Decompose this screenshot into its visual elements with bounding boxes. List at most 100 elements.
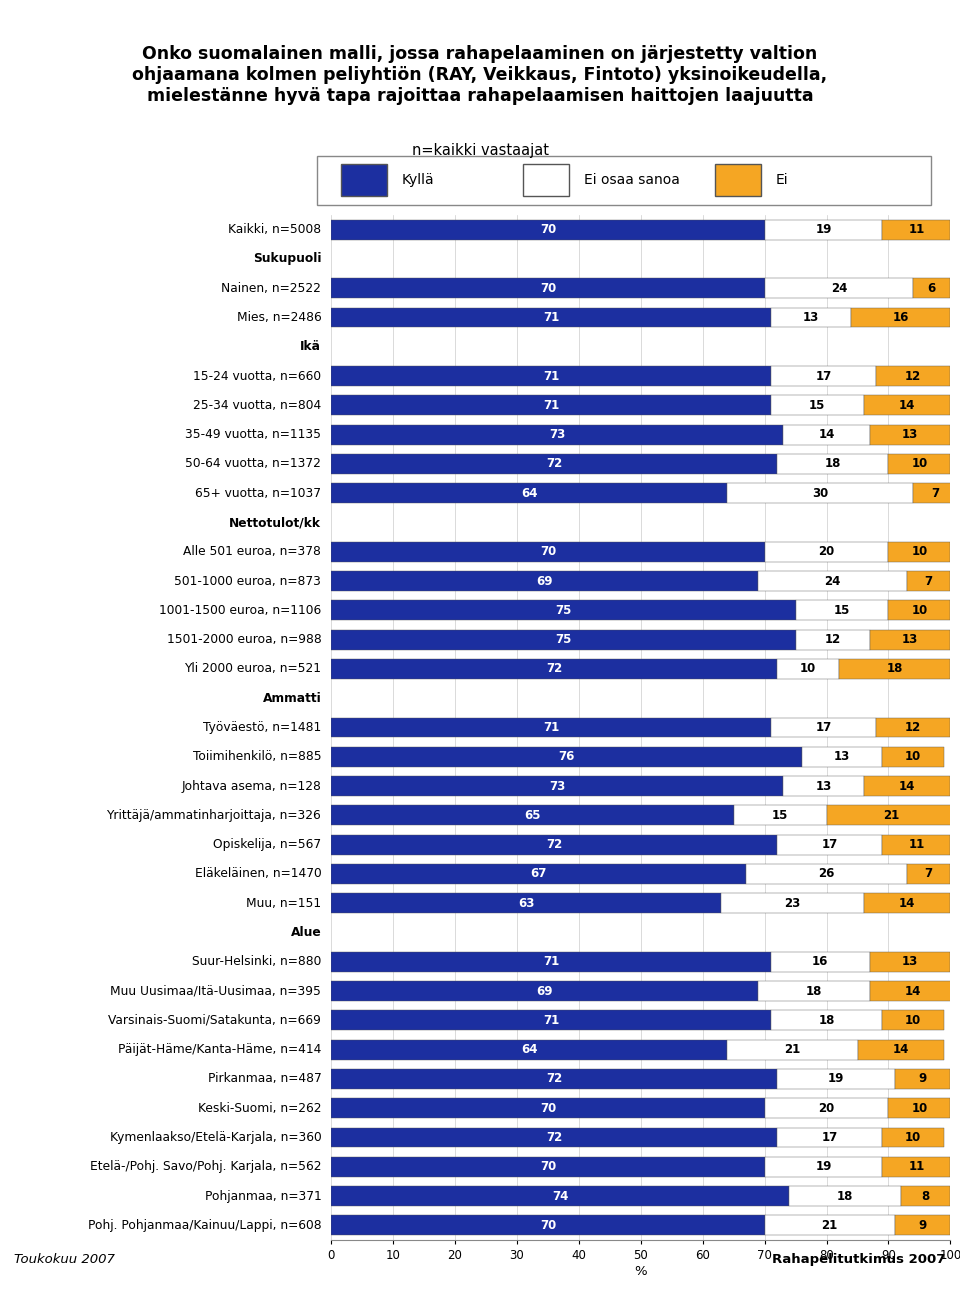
Text: Ei: Ei xyxy=(776,174,788,186)
Text: Knowledge for Welfare: Knowledge for Welfare xyxy=(14,13,204,27)
Text: 72: 72 xyxy=(546,1131,563,1143)
Bar xyxy=(331,425,783,444)
Text: 64: 64 xyxy=(521,487,538,500)
Text: Opiskelija, n=567: Opiskelija, n=567 xyxy=(213,838,322,851)
Bar xyxy=(331,1128,777,1147)
Bar xyxy=(331,894,721,913)
Text: Ikä: Ikä xyxy=(300,341,322,354)
Text: Muu Uusimaa/Itä-Uusimaa, n=395: Muu Uusimaa/Itä-Uusimaa, n=395 xyxy=(110,984,322,997)
Text: 16: 16 xyxy=(893,311,909,324)
Bar xyxy=(913,483,956,504)
Text: Kymenlaakso/Etelä-Karjala, n=360: Kymenlaakso/Etelä-Karjala, n=360 xyxy=(109,1131,322,1143)
Text: 24: 24 xyxy=(830,282,847,295)
Text: 13: 13 xyxy=(902,633,919,646)
Text: 15: 15 xyxy=(809,399,826,412)
Text: 19: 19 xyxy=(828,1072,844,1085)
Bar xyxy=(758,571,907,591)
Bar xyxy=(777,835,882,855)
Text: Kyllä: Kyllä xyxy=(401,174,434,186)
Text: 10: 10 xyxy=(911,457,927,470)
Bar xyxy=(783,776,864,796)
Bar xyxy=(764,1156,882,1177)
Text: Alle 501 euroa, n=378: Alle 501 euroa, n=378 xyxy=(183,545,322,558)
Text: 6: 6 xyxy=(927,282,936,295)
Text: Ammatti: Ammatti xyxy=(262,692,322,704)
Text: 12: 12 xyxy=(825,633,841,646)
Bar xyxy=(882,835,950,855)
Text: 23: 23 xyxy=(784,896,801,909)
Bar xyxy=(317,155,931,205)
Text: Johtava asema, n=128: Johtava asema, n=128 xyxy=(181,780,322,793)
Text: 14: 14 xyxy=(893,1044,909,1057)
Text: 19: 19 xyxy=(815,223,831,236)
Text: Työväestö, n=1481: Työväestö, n=1481 xyxy=(203,721,322,734)
Bar xyxy=(764,220,882,240)
Text: 73: 73 xyxy=(549,429,565,442)
Text: Toiimihenkilö, n=885: Toiimihenkilö, n=885 xyxy=(193,750,322,763)
Bar xyxy=(331,220,764,240)
Text: 71: 71 xyxy=(543,399,559,412)
Text: 14: 14 xyxy=(899,780,915,793)
Bar xyxy=(895,1068,950,1089)
Text: Ei osaa sanoa: Ei osaa sanoa xyxy=(584,174,680,186)
Bar xyxy=(889,601,950,620)
Text: 14: 14 xyxy=(899,399,915,412)
Text: 72: 72 xyxy=(546,457,563,470)
Bar xyxy=(889,541,950,562)
Text: 10: 10 xyxy=(905,750,922,763)
Bar xyxy=(870,425,950,444)
Text: 14: 14 xyxy=(899,896,915,909)
Bar xyxy=(331,982,758,1001)
Text: 21: 21 xyxy=(883,809,900,822)
Bar xyxy=(746,864,907,884)
Text: 13: 13 xyxy=(815,780,831,793)
Bar xyxy=(733,805,827,825)
Text: 72: 72 xyxy=(546,663,563,676)
Text: Kaikki, n=5008: Kaikki, n=5008 xyxy=(228,223,322,236)
Bar xyxy=(331,1040,728,1059)
Bar xyxy=(331,395,771,416)
Bar xyxy=(715,164,761,196)
Bar xyxy=(331,717,771,737)
Text: 15-24 vuotta, n=660: 15-24 vuotta, n=660 xyxy=(193,369,322,382)
Bar xyxy=(777,1068,895,1089)
Text: 20: 20 xyxy=(819,545,834,558)
Bar xyxy=(900,1186,950,1206)
Bar xyxy=(839,659,950,679)
Text: 74: 74 xyxy=(552,1190,568,1203)
Bar xyxy=(876,717,950,737)
Bar xyxy=(796,601,889,620)
Bar xyxy=(331,1156,764,1177)
Bar xyxy=(864,894,950,913)
Bar xyxy=(857,1040,945,1059)
Text: 12: 12 xyxy=(905,721,922,734)
Bar xyxy=(777,659,839,679)
Text: 11: 11 xyxy=(908,1160,924,1173)
Bar xyxy=(764,541,889,562)
Bar xyxy=(331,1010,771,1031)
Bar xyxy=(331,864,746,884)
Text: 24: 24 xyxy=(825,575,841,588)
Text: 15: 15 xyxy=(834,603,851,616)
Bar xyxy=(728,1040,857,1059)
Bar xyxy=(331,307,771,328)
Bar xyxy=(771,395,864,416)
Text: 16: 16 xyxy=(812,956,828,969)
Bar xyxy=(882,220,950,240)
Text: 21: 21 xyxy=(784,1044,801,1057)
Text: 501-1000 euroa, n=873: 501-1000 euroa, n=873 xyxy=(175,575,322,588)
Bar xyxy=(331,629,796,650)
Bar xyxy=(331,601,796,620)
Bar xyxy=(331,835,777,855)
Text: 11: 11 xyxy=(908,838,924,851)
Text: Nettotulot/kk: Nettotulot/kk xyxy=(229,515,322,528)
Bar xyxy=(802,747,882,767)
Text: 65+ vuotta, n=1037: 65+ vuotta, n=1037 xyxy=(195,487,322,500)
Text: 26: 26 xyxy=(818,868,835,881)
Text: 11: 11 xyxy=(908,223,924,236)
Bar xyxy=(777,1128,882,1147)
Text: 21: 21 xyxy=(822,1219,838,1232)
Bar xyxy=(331,805,733,825)
Text: 18: 18 xyxy=(886,663,902,676)
Bar xyxy=(876,366,950,386)
